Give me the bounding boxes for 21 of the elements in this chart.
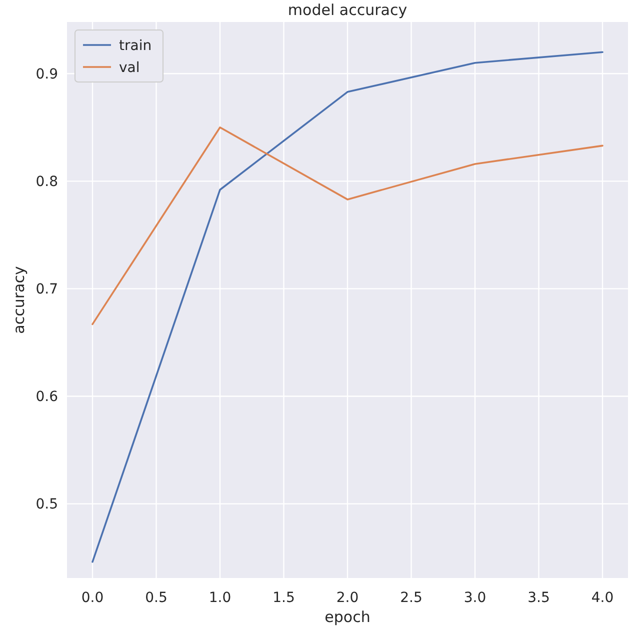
- y-tick-label: 0.9: [36, 66, 58, 83]
- y-tick-label: 0.8: [36, 174, 58, 190]
- legend-label: train: [119, 38, 152, 54]
- line-series: [92, 126, 604, 326]
- x-tick-label: 2.0: [336, 590, 359, 606]
- x-tick-label: 0.0: [81, 590, 104, 606]
- y-axis-title: accuracy: [10, 266, 28, 334]
- x-axis-title: epoch: [324, 608, 370, 626]
- y-tick-label: 0.7: [36, 282, 58, 298]
- x-tick-label: 3.0: [464, 590, 486, 606]
- chart-title: model accuracy: [288, 1, 408, 19]
- y-tick-label: 0.6: [36, 389, 58, 406]
- legend-label: val: [119, 60, 140, 76]
- x-tick-label: 3.5: [528, 590, 550, 606]
- x-tick-label: 0.5: [145, 590, 168, 606]
- x-tick-label: 2.5: [400, 590, 422, 606]
- x-tick-label: 1.5: [272, 590, 295, 606]
- x-tick-label: 1.0: [208, 590, 232, 606]
- x-tick-label: 4.0: [591, 590, 614, 606]
- y-tick-label: 0.5: [36, 496, 58, 513]
- line-series: [92, 51, 604, 563]
